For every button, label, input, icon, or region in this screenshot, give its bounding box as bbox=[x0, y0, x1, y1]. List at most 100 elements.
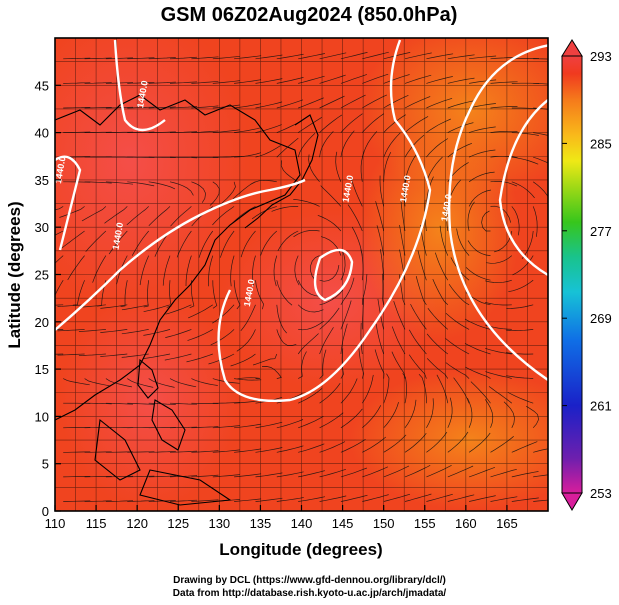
streamline bbox=[230, 255, 235, 287]
streamline bbox=[298, 97, 324, 109]
streamline bbox=[212, 156, 240, 158]
streamline bbox=[169, 499, 198, 502]
streamline bbox=[383, 132, 401, 158]
streamline bbox=[169, 450, 198, 453]
streamline bbox=[468, 126, 496, 133]
streamline bbox=[447, 431, 469, 453]
streamline bbox=[143, 353, 171, 359]
streamline bbox=[404, 52, 432, 60]
streamline bbox=[319, 441, 346, 453]
streamline bbox=[486, 255, 513, 264]
streamline bbox=[319, 382, 341, 404]
streamline bbox=[84, 82, 112, 84]
streamline bbox=[383, 434, 407, 453]
streamline bbox=[319, 114, 343, 133]
colorbar-bottom-arrow bbox=[561, 492, 583, 511]
streamline bbox=[127, 81, 155, 84]
streamline bbox=[255, 421, 283, 429]
streamline bbox=[310, 255, 320, 281]
streamline bbox=[162, 255, 171, 286]
streamline bbox=[485, 347, 512, 355]
streamline bbox=[362, 494, 389, 502]
y-tick-label: 10 bbox=[35, 409, 49, 424]
streamline bbox=[276, 419, 304, 429]
streamline bbox=[298, 388, 323, 404]
streamline bbox=[169, 402, 198, 405]
streamline bbox=[127, 475, 155, 478]
streamline bbox=[362, 94, 388, 109]
streamline bbox=[255, 54, 283, 60]
streamline bbox=[375, 201, 385, 232]
streamline bbox=[127, 451, 155, 453]
streamline bbox=[84, 57, 112, 60]
streamline bbox=[432, 278, 449, 306]
streamline bbox=[63, 106, 91, 109]
streamline bbox=[120, 280, 128, 307]
colorbar-tick-label: 253 bbox=[590, 486, 612, 501]
streamline bbox=[506, 352, 534, 355]
streamline bbox=[351, 226, 363, 256]
streamline bbox=[426, 53, 454, 60]
colorbar-gradient bbox=[561, 55, 583, 494]
streamline bbox=[511, 181, 535, 199]
streamline bbox=[208, 255, 214, 287]
streamline bbox=[250, 179, 277, 185]
streamline bbox=[340, 250, 346, 281]
streamline bbox=[447, 465, 474, 478]
plot-area: 1440.0 1440.0 1440.0 1440.0 1440.0 1440.… bbox=[55, 38, 548, 511]
streamline bbox=[319, 95, 345, 109]
streamline bbox=[362, 374, 374, 404]
y-tick-label: 30 bbox=[35, 220, 49, 235]
x-tick-label: 125 bbox=[167, 516, 189, 531]
streamline bbox=[187, 329, 213, 341]
streamline bbox=[59, 206, 85, 218]
streamline bbox=[382, 273, 385, 305]
streamline bbox=[319, 327, 334, 355]
streamline bbox=[131, 230, 149, 256]
streamline bbox=[169, 106, 198, 109]
streamline bbox=[121, 353, 149, 358]
streamline bbox=[127, 378, 154, 388]
contour-label: 1440.0 bbox=[439, 193, 454, 222]
streamline bbox=[212, 304, 235, 324]
streamline bbox=[447, 54, 475, 60]
streamline bbox=[169, 378, 197, 388]
streamline bbox=[100, 329, 128, 333]
streamline bbox=[361, 274, 368, 305]
streamline bbox=[63, 500, 91, 502]
streamline bbox=[92, 255, 107, 283]
x-axis-label: Longitude (degrees) bbox=[219, 540, 382, 559]
streamline bbox=[261, 366, 282, 379]
streamline bbox=[298, 117, 322, 133]
streamline bbox=[234, 498, 262, 502]
orange-region-east bbox=[360, 120, 520, 340]
streamline bbox=[521, 230, 534, 260]
streamline bbox=[426, 333, 449, 355]
streamline bbox=[447, 142, 473, 158]
streamline bbox=[273, 255, 278, 287]
streamline bbox=[298, 443, 325, 453]
streamline bbox=[511, 206, 520, 236]
streamline bbox=[335, 151, 342, 182]
streamline bbox=[319, 52, 347, 60]
streamline bbox=[108, 230, 128, 255]
streamline bbox=[511, 156, 539, 165]
streamline bbox=[148, 451, 176, 453]
streamline bbox=[511, 471, 539, 478]
streamline bbox=[340, 277, 355, 305]
streamline bbox=[139, 255, 150, 286]
streamline bbox=[511, 441, 538, 453]
colorbar-tick-label: 285 bbox=[590, 136, 612, 151]
streamline bbox=[508, 279, 534, 293]
streamline bbox=[230, 353, 256, 367]
streamline bbox=[240, 230, 256, 258]
streamline bbox=[198, 230, 214, 258]
streamline bbox=[362, 405, 382, 429]
streamline bbox=[320, 185, 342, 207]
contour-label: 1440.0 bbox=[341, 174, 356, 203]
contour-label: 1440.0 bbox=[110, 222, 125, 251]
streamline bbox=[340, 74, 368, 84]
credit-line-1: Drawing by DCL (https://www.gfd-dennou.o… bbox=[173, 575, 446, 586]
streamline bbox=[293, 230, 320, 238]
streamline bbox=[84, 500, 112, 502]
